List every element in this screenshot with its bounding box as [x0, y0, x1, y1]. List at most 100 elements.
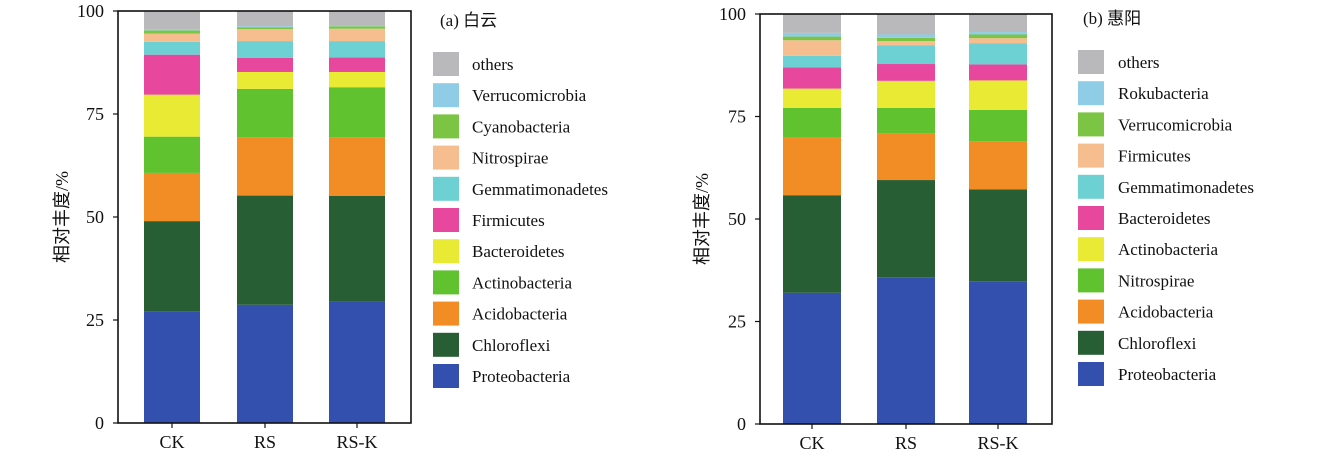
- bar-segment-rs-k-cyanobacteria: [329, 26, 385, 29]
- legend-label-bacteroidetes: Bacteroidetes: [1118, 209, 1211, 228]
- bar-segment-ck-gemmatimonadetes: [144, 41, 200, 55]
- bar-segment-rs-actinobacteria: [877, 80, 935, 108]
- legend-label-nitrospirae: Nitrospirae: [1118, 271, 1194, 290]
- y-tick-label-75: 75: [728, 107, 746, 127]
- legend-label-others: others: [1118, 53, 1160, 72]
- bar-segment-ck-nitrospirae: [783, 107, 841, 138]
- bar-segment-rs-gemmatimonadetes: [237, 41, 293, 58]
- legend-label-bacteroidetes: Bacteroidetes: [472, 242, 565, 261]
- legend-swatch-verrucomicrobia: [433, 83, 459, 108]
- legend-label-chloroflexi: Chloroflexi: [1118, 334, 1197, 353]
- legend-swatch-proteobacteria: [433, 364, 459, 388]
- bar-segment-rs-k-chloroflexi: [329, 195, 385, 302]
- legend-swatch-bacteroidetes: [433, 239, 459, 264]
- bar-segment-rs-k-chloroflexi: [969, 189, 1027, 282]
- bar-segment-rs-cyanobacteria: [237, 27, 293, 30]
- bar-segment-ck-bacteroidetes: [144, 94, 200, 137]
- bar-segment-rs-verrucomicrobia: [877, 37, 935, 42]
- legend-label-firmicutes: Firmicutes: [1118, 147, 1191, 166]
- legend-swatch-proteobacteria: [1078, 362, 1104, 386]
- legend-swatch-cyanobacteria: [433, 114, 459, 139]
- bar-segment-rs-gemmatimonadetes: [877, 45, 935, 65]
- bar-segment-ck-gemmatimonadetes: [783, 55, 841, 68]
- bar-segment-rs-k-verrucomicrobia: [969, 34, 1027, 39]
- bar-segment-rs-k-actinobacteria: [969, 80, 1027, 110]
- legend: others Verrucomicrobia Cyanobacteria Nitros…: [433, 52, 608, 388]
- bar-segment-ck-verrucomicrobia: [783, 36, 841, 41]
- bar-segment-rs-k-others: [329, 11, 385, 26]
- legend-label-gemmatimonadetes: Gemmatimonadetes: [472, 180, 608, 199]
- legend-swatch-verrucomicrobia: [1078, 112, 1104, 137]
- bar-segment-ck-rokubacteria: [783, 32, 841, 37]
- y-tick-label-100: 100: [77, 1, 104, 21]
- legend-label-cyanobacteria: Cyanobacteria: [472, 117, 571, 136]
- legend-swatch-firmicutes: [433, 208, 459, 232]
- bar-segment-rs-k-gemmatimonadetes: [969, 43, 1027, 65]
- legend-swatch-others: [1078, 50, 1104, 74]
- legend-label-rokubacteria: Rokubacteria: [1118, 84, 1209, 103]
- x-tick-label-rs: RS: [254, 432, 276, 452]
- legend: others Rokubacteria Verrucomicrobia Firmicu…: [1078, 50, 1254, 386]
- legend-label-proteobacteria: Proteobacteria: [1118, 365, 1217, 384]
- bar-segment-rs-k-bacteroidetes: [329, 71, 385, 88]
- bar-segment-ck-bacteroidetes: [783, 67, 841, 89]
- y-tick-label-0: 0: [95, 413, 104, 433]
- bar-segment-rs-bacteroidetes: [877, 64, 935, 81]
- legend-swatch-chloroflexi: [1078, 330, 1104, 355]
- legend-label-nitrospirae: Nitrospirae: [472, 149, 548, 168]
- bar-segment-rs-k-proteobacteria: [329, 301, 385, 423]
- legend-label-firmicutes: Firmicutes: [472, 211, 545, 230]
- bar-segment-rs-others: [237, 11, 293, 27]
- legend-swatch-gemmatimonadetes: [433, 176, 459, 201]
- bar-segment-ck-proteobacteria: [144, 311, 200, 423]
- y-axis-label: 相对丰度/%: [692, 173, 712, 265]
- legend-swatch-rokubacteria: [1078, 81, 1104, 106]
- bar-segment-rs-firmicutes: [237, 57, 293, 72]
- bar-segment-rs-nitrospirae: [237, 29, 293, 42]
- chart-panel-a: CK RS RS-K 0 25 50 75 100 相对丰度/% (a) 白云 others Verr…: [52, 1, 608, 452]
- bar-segment-ck-firmicutes: [783, 40, 841, 56]
- legend-swatch-acidobacteria: [1078, 299, 1104, 324]
- legend-label-actinobacteria: Actinobacteria: [1118, 240, 1219, 259]
- bar-segment-ck-chloroflexi: [783, 195, 841, 293]
- legend-swatch-acidobacteria: [433, 301, 459, 326]
- bar-segment-rs-k-acidobacteria: [969, 141, 1027, 190]
- bar-segment-rs-firmicutes: [877, 41, 935, 46]
- legend-swatch-nitrospirae: [1078, 268, 1104, 293]
- x-tick-label-ck: CK: [159, 432, 184, 452]
- bar-segment-rs-bacteroidetes: [237, 71, 293, 89]
- bar-segment-rs-k-gemmatimonadetes: [329, 41, 385, 58]
- bar-segment-ck-acidobacteria: [144, 172, 200, 222]
- bar-segment-rs-actinobacteria: [237, 88, 293, 138]
- x-tick-label-rs-k: RS-K: [977, 433, 1018, 453]
- x-tick-label-rs: RS: [895, 433, 917, 453]
- bar-segment-ck-others: [783, 14, 841, 33]
- bar-segment-ck-firmicutes: [144, 54, 200, 95]
- bar-segment-rs-k-others: [969, 14, 1027, 33]
- bar-segment-ck-proteobacteria: [783, 292, 841, 424]
- bar-segment-ck-chloroflexi: [144, 221, 200, 312]
- bar-segment-rs-k-nitrospirae: [329, 28, 385, 42]
- bar-segment-ck-actinobacteria: [783, 88, 841, 108]
- y-axis-label: 相对丰度/%: [52, 171, 72, 263]
- bar-segment-rs-others: [877, 14, 935, 35]
- bar-segment-rs-proteobacteria: [877, 277, 935, 424]
- y-tick-label-75: 75: [86, 104, 104, 124]
- bar-segment-ck-cyanobacteria: [144, 30, 200, 34]
- y-tick-label-50: 50: [728, 209, 746, 229]
- legend-label-actinobacteria: Actinobacteria: [472, 273, 573, 292]
- y-tick-label-25: 25: [86, 310, 104, 330]
- bar-segment-rs-k-firmicutes: [969, 38, 1027, 44]
- bar-segment-rs-rokubacteria: [877, 34, 935, 38]
- bar-segment-rs-chloroflexi: [877, 180, 935, 278]
- legend-label-others: others: [472, 55, 514, 74]
- chart-title: (a) 白云: [440, 11, 497, 30]
- bar-segment-rs-k-bacteroidetes: [969, 64, 1027, 81]
- bar-segment-rs-chloroflexi: [237, 195, 293, 305]
- bar-segment-ck-acidobacteria: [783, 137, 841, 196]
- bar-segment-rs-k-rokubacteria: [969, 32, 1027, 35]
- bar-segment-rs-proteobacteria: [237, 304, 293, 423]
- bar-segment-rs-acidobacteria: [877, 133, 935, 181]
- x-tick-label-ck: CK: [799, 433, 824, 453]
